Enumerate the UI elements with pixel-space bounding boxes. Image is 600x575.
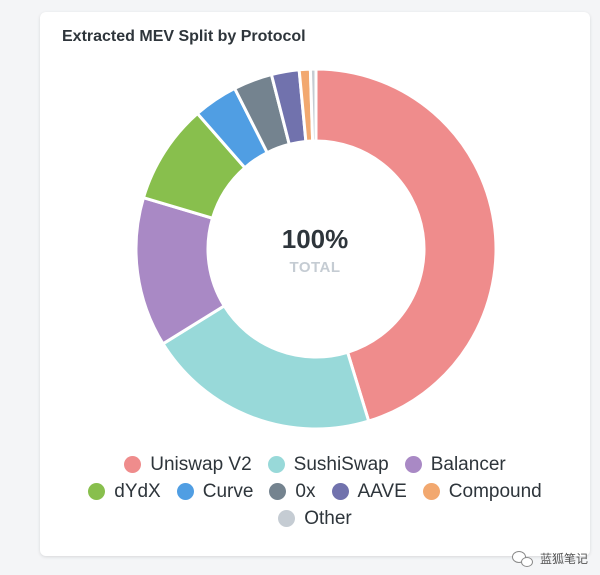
slice-uniswap-v2[interactable] bbox=[314, 67, 498, 423]
legend-dot bbox=[404, 456, 422, 473]
legend-dot bbox=[176, 483, 194, 500]
watermark-text: 蓝狐笔记 bbox=[539, 552, 588, 566]
legend-item-aave[interactable]: AAVE bbox=[331, 480, 407, 503]
legend-label: Uniswap V2 bbox=[150, 453, 252, 475]
slice-sushiswap[interactable] bbox=[160, 303, 371, 431]
legend-dot bbox=[124, 456, 142, 473]
legend-item-sushiswap[interactable]: SushiSwap bbox=[267, 453, 389, 476]
donut-chart bbox=[134, 67, 498, 431]
legend-item-balancer[interactable]: Balancer bbox=[404, 453, 506, 476]
chart-title: Extracted MEV Split by Protocol bbox=[62, 28, 306, 45]
legend-label: Balancer bbox=[430, 453, 506, 475]
legend-label: 0x bbox=[295, 480, 316, 502]
legend-label: Other bbox=[304, 507, 352, 529]
slice-other[interactable] bbox=[308, 67, 318, 143]
legend-dot bbox=[278, 510, 296, 527]
legend-item-compound[interactable]: Compound bbox=[422, 480, 542, 503]
total-value: 100% bbox=[281, 224, 349, 254]
legend-item-curve[interactable]: Curve bbox=[176, 480, 254, 503]
legend-label: Curve bbox=[202, 480, 254, 502]
legend-dot bbox=[267, 456, 285, 473]
legend-item-0x[interactable]: 0x bbox=[269, 480, 316, 503]
legend: Uniswap V2 SushiSwap Balancer dYdX Curve 0x AA… bbox=[80, 453, 550, 530]
legend-dot bbox=[88, 483, 106, 500]
legend-item-other[interactable]: Other bbox=[278, 507, 352, 530]
legend-label: Compound bbox=[448, 480, 542, 502]
legend-item-dydx[interactable]: dYdX bbox=[88, 480, 161, 503]
legend-dot bbox=[331, 483, 349, 500]
chart-card: Extracted MEV Split by Protocol 100% TOT… bbox=[40, 12, 590, 556]
legend-label: AAVE bbox=[357, 480, 407, 502]
legend-label: SushiSwap bbox=[293, 453, 389, 475]
total-label: TOTAL bbox=[289, 259, 341, 276]
legend-label: dYdX bbox=[114, 480, 161, 502]
wechat-icon bbox=[511, 550, 534, 567]
watermark: 蓝狐笔记 bbox=[511, 550, 588, 567]
legend-dot bbox=[422, 483, 440, 500]
legend-dot bbox=[269, 483, 287, 500]
legend-item-uniswap-v2[interactable]: Uniswap V2 bbox=[124, 453, 252, 476]
